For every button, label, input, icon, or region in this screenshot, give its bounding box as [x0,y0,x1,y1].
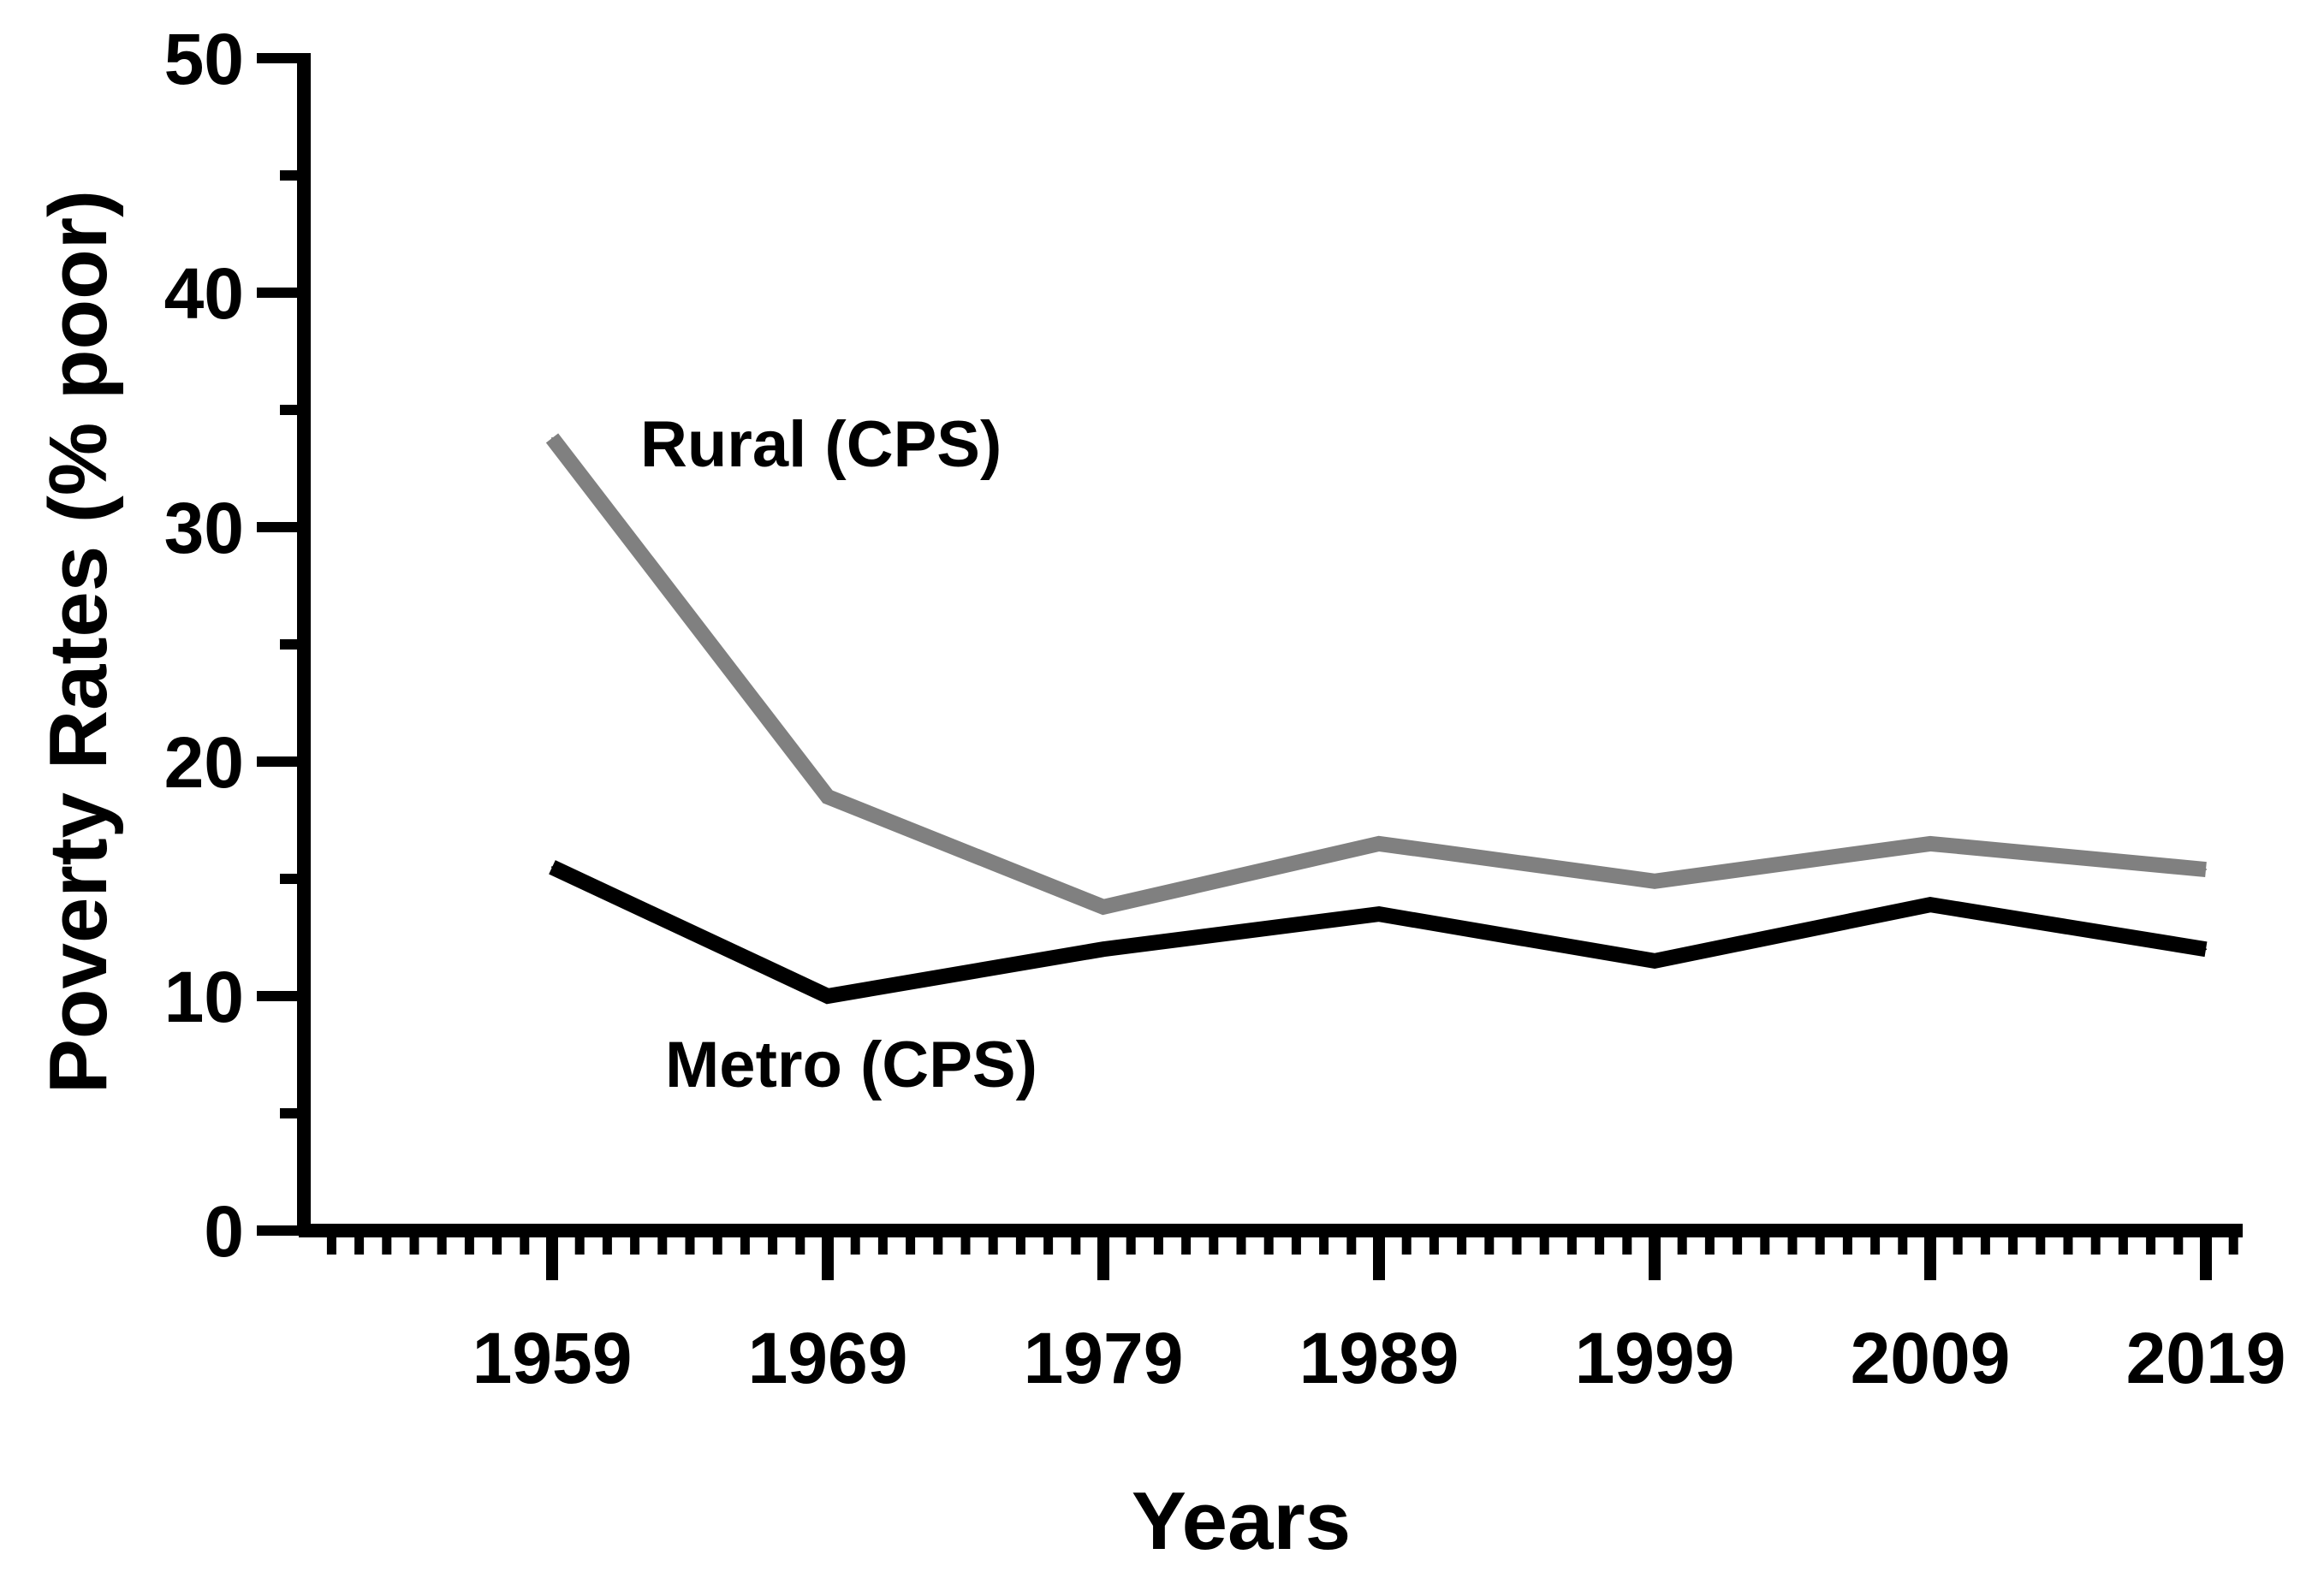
data-point [1929,904,1931,906]
y-tick-label: 0 [204,1191,244,1272]
data-point [1654,959,1655,962]
y-tick-label: 40 [164,253,244,334]
data-point [827,796,829,798]
data-point [1103,948,1104,951]
data-point [2205,869,2207,871]
series-label-rural: Rural (CPS) [640,408,1002,481]
x-tick-label: 1969 [748,1318,908,1398]
y-tick-label: 20 [164,722,244,803]
data-point [2205,948,2207,951]
x-tick-label: 2019 [2126,1318,2286,1398]
data-point [1929,842,1931,845]
y-axis-title: Poverty Rates (% poor) [33,190,124,1094]
y-tick-label: 50 [164,19,244,99]
y-tick-label: 10 [164,957,244,1037]
data-point [1378,913,1380,916]
x-tick-label: 1979 [1024,1318,1184,1398]
series-layer [545,433,2208,1005]
series-line-rural [545,433,2207,916]
x-tick-label: 2009 [1851,1318,2011,1398]
series-label-metro: Metro (CPS) [665,1029,1037,1101]
data-point [1103,905,1104,908]
data-point [1378,842,1380,845]
y-tick-label: 30 [164,488,244,568]
data-point [551,436,553,439]
x-tick-label: 1989 [1299,1318,1459,1398]
series-line-metro [549,860,2208,1005]
data-point [551,866,553,869]
y-axis: 0 10 20 30 40 50 [164,19,311,1272]
x-axis-title: Years [1132,1475,1351,1567]
x-axis: 1959 1969 1979 1989 1999 2009 2019 [299,1224,2286,1398]
x-tick-label: 1959 [473,1318,633,1398]
x-tick-label: 1999 [1575,1318,1735,1398]
data-point [827,995,829,997]
data-point [1654,880,1655,882]
